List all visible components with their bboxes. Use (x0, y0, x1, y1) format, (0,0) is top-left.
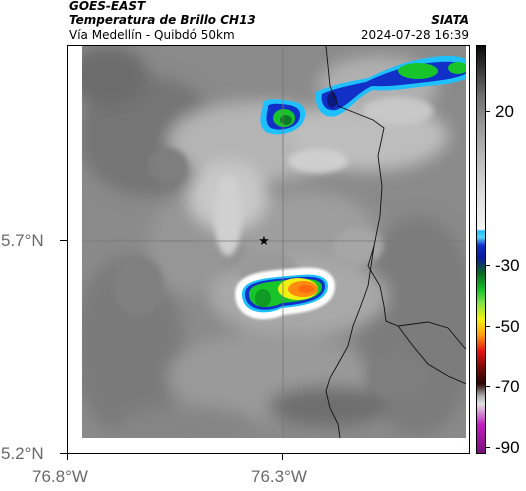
colorbar-label: -90 (495, 438, 520, 457)
product-title: Temperatura de Brillo CH13 (69, 13, 256, 27)
lat-label: 5.7°N (1, 231, 44, 250)
temperature-colorbar (476, 45, 486, 454)
image-right-margin (466, 46, 469, 453)
colorbar-tick (486, 447, 490, 448)
colorbar-label: -30 (495, 256, 520, 275)
colorbar-tick (486, 111, 490, 112)
y-tick-mark (60, 453, 67, 454)
agency-label: SIATA (431, 13, 469, 27)
colorbar-tick (486, 326, 490, 327)
y-tick-mark (60, 240, 67, 241)
colorbar-tick (486, 386, 490, 387)
x-tick-mark (67, 454, 68, 460)
lat-label: 5.2°N (1, 444, 44, 463)
region-label: Vía Medellín - Quibdó 50km (69, 28, 235, 42)
location-star-icon: ★ (258, 234, 270, 249)
boundary-line-south (325, 245, 375, 453)
satellite-name: GOES-EAST (69, 0, 146, 13)
storm-cell-south (234, 267, 336, 320)
boundary-line-southeast (397, 325, 469, 386)
colorbar-tick (486, 265, 490, 266)
storm-band-northeast (315, 55, 469, 117)
image-left-margin (68, 46, 82, 453)
map-panel: ★ (67, 45, 470, 454)
image-bottom-margin (68, 438, 469, 453)
x-tick-mark (282, 454, 283, 460)
lon-label: 76.8°W (32, 467, 88, 486)
colorbar-label: 20 (495, 102, 514, 121)
colorbar-label: -70 (495, 377, 520, 396)
datetime-label: 2024-07-28 16:39 (360, 28, 469, 42)
colorbar-label: -50 (495, 317, 520, 336)
boundary-line-east (325, 46, 469, 353)
map-image: ★ (68, 46, 469, 453)
lon-label: 76.3°W (251, 467, 307, 486)
